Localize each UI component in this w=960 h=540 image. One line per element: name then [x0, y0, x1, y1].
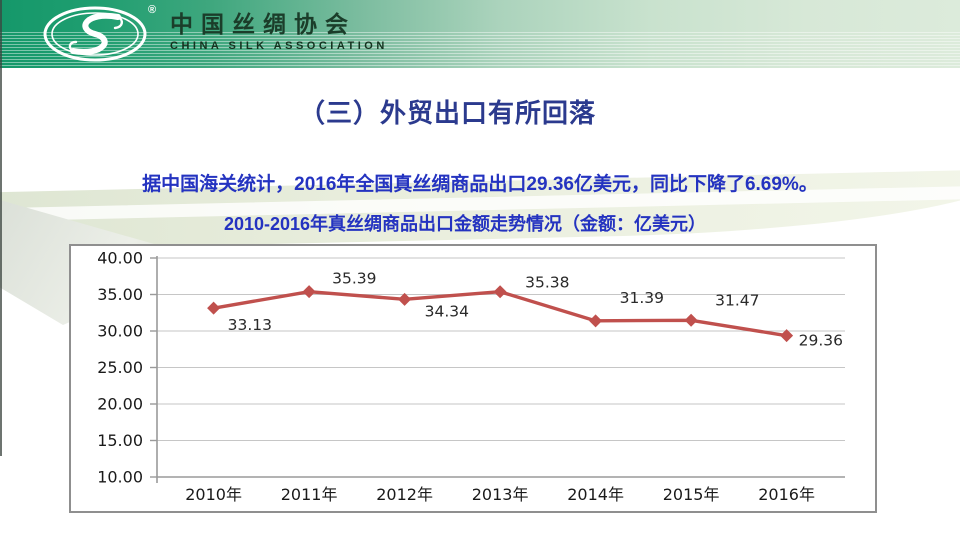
y-axis-tick-label: 35.00 [97, 285, 143, 304]
data-point-marker [780, 329, 794, 343]
page-title: （三）外贸出口有所回落 [298, 98, 596, 128]
summary-text: 据中国海关统计，2016年全国真丝绸商品出口29.36亿美元，同比下降了6.69… [142, 174, 818, 195]
data-point-marker [493, 285, 507, 299]
y-axis-tick-label: 15.00 [97, 431, 143, 450]
x-axis-tick-label: 2012年 [376, 485, 433, 504]
organization-name-english: CHINA SILK ASSOCIATION [170, 40, 388, 52]
line-chart-canvas: 40.00 35.00 30.00 25.00 20.00 15.00 10.00 2010年… [97, 249, 845, 504]
y-axis-tick-label: 30.00 [97, 322, 143, 341]
x-axis-tick-label: 2014年 [567, 485, 624, 504]
x-axis-tick-label: 2015年 [663, 485, 720, 504]
data-point-label: 31.39 [620, 289, 664, 307]
data-point-label: 35.38 [525, 274, 569, 292]
y-axis-tick-label: 25.00 [97, 358, 143, 377]
data-point-label: 31.47 [715, 291, 759, 309]
x-axis-tick-label: 2013年 [472, 485, 529, 504]
registered-trademark-symbol: ® [148, 4, 157, 16]
export-trend-chart: 40.00 35.00 30.00 25.00 20.00 15.00 10.00 2010年… [69, 244, 877, 513]
chart-title: 2010-2016年真丝绸商品出口金额走势情况（金额：亿美元） [223, 214, 707, 234]
data-point-marker [589, 314, 603, 328]
organization-name-chinese: 中国丝绸协会 [170, 11, 356, 37]
data-point-marker [207, 301, 221, 315]
data-point-label: 33.13 [228, 316, 272, 334]
x-axis-tick-label: 2016年 [758, 485, 815, 504]
y-axis-tick-label: 20.00 [97, 395, 143, 414]
slide-left-edge-line [0, 0, 2, 456]
header-banner: ® 中国丝绸协会 CHINA SILK ASSOCIATION [0, 0, 960, 68]
banner-stripes-decoration [0, 30, 960, 66]
x-axis-tick-label: 2010年 [185, 485, 242, 504]
data-point-label: 29.36 [799, 332, 843, 350]
x-axis-tick-label: 2011年 [281, 485, 338, 504]
organization-name: 中国丝绸协会 CHINA SILK ASSOCIATION [170, 11, 388, 52]
data-point-marker [302, 285, 316, 299]
y-axis-tick-label: 10.00 [97, 468, 143, 487]
silk-association-logo-icon [43, 6, 147, 62]
data-point-label: 35.39 [332, 270, 376, 288]
data-point-marker [684, 313, 698, 327]
data-point-marker [398, 292, 412, 306]
series-line [211, 289, 789, 338]
data-point-label: 34.34 [425, 302, 469, 320]
y-axis-tick-label: 40.00 [97, 249, 143, 268]
